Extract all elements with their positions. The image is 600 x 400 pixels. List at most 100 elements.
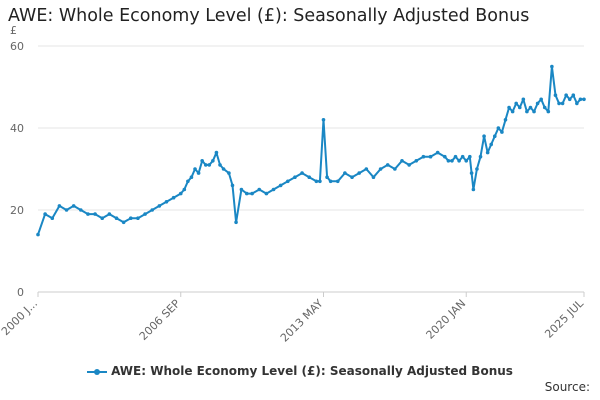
data-point [200, 159, 204, 163]
data-point [86, 212, 90, 216]
data-point [478, 154, 483, 159]
y-tick-label: 0 [17, 286, 24, 299]
data-point [286, 179, 290, 184]
x-axis: 2000 J... 2006 SEP 2013 MAY 2020 JAN 2025 JU… [0, 292, 587, 345]
data-point [239, 187, 244, 192]
data-point [450, 159, 454, 163]
data-point [421, 154, 426, 159]
y-tick-label: 20 [10, 204, 24, 217]
data-point [314, 179, 319, 184]
data-point [350, 175, 354, 179]
x-tick-label: 2025 JUL [542, 296, 586, 340]
data-point [514, 101, 518, 106]
data-point [278, 183, 283, 188]
data-point [496, 126, 501, 130]
data-point [517, 105, 522, 110]
y-tick-label: 40 [10, 122, 24, 135]
data-point [244, 191, 249, 196]
x-tick-label: 2013 MAY [278, 297, 326, 345]
data-point [532, 109, 536, 114]
data-point [196, 171, 201, 175]
data-point [203, 163, 208, 167]
data-point [43, 212, 47, 216]
y-axis: 0 20 40 60 £ [10, 24, 24, 299]
chart-title: AWE: Whole Economy Level (£): Seasonally… [8, 6, 530, 26]
data-point [100, 216, 105, 220]
data-point [307, 175, 312, 179]
data-point [318, 179, 322, 184]
data-point [211, 159, 215, 163]
data-point [79, 208, 83, 212]
data-point [492, 134, 497, 138]
x-tick-label: 2000 J... [0, 297, 40, 338]
data-point [164, 200, 169, 204]
data-point [471, 187, 476, 192]
data-point [157, 204, 162, 208]
y-tick-label: 60 [10, 40, 24, 53]
data-point [500, 130, 504, 134]
data-point [510, 109, 515, 114]
data-point [182, 187, 187, 192]
data-point [507, 105, 511, 110]
data-point [214, 150, 219, 155]
legend-swatch [87, 367, 108, 377]
data-point [482, 134, 486, 138]
data-point [378, 167, 383, 171]
data-point [234, 220, 238, 225]
data-point [521, 97, 526, 102]
data-point [546, 109, 551, 114]
data-point [578, 97, 583, 102]
data-point [300, 171, 304, 175]
data-point [250, 191, 254, 196]
data-point [503, 118, 508, 122]
data-point [553, 93, 558, 97]
data-point [271, 187, 276, 192]
data-point [150, 208, 154, 212]
legend-label: AWE: Whole Economy Level (£): Seasonally… [111, 364, 513, 378]
series-line [37, 65, 584, 235]
legend[interactable]: AWE: Whole Economy Level (£): Seasonally… [0, 364, 600, 378]
data-point [475, 167, 479, 171]
data-point [464, 159, 469, 163]
data-point [446, 159, 451, 163]
data-point [136, 216, 140, 220]
data-point [171, 195, 176, 200]
data-point [207, 163, 212, 167]
data-point [525, 109, 529, 114]
data-point [582, 97, 586, 102]
grid-lines [38, 45, 584, 293]
data-point [364, 167, 369, 171]
x-tick-label: 2006 SEP [137, 297, 183, 343]
data-point [227, 171, 231, 175]
data-point [428, 154, 433, 159]
data-point [50, 216, 55, 220]
data-point [560, 101, 565, 106]
data-point [71, 204, 76, 208]
data-point [468, 154, 472, 159]
data-point [128, 216, 133, 220]
x-tick-label: 2020 JAN [424, 297, 469, 342]
data-point [393, 167, 397, 171]
data-point [121, 220, 126, 225]
data-point [264, 191, 269, 196]
data-point [257, 187, 262, 192]
data-point [567, 97, 572, 102]
data-point [575, 101, 579, 106]
data-point [143, 212, 147, 216]
data-point [407, 163, 411, 167]
data-point [385, 163, 390, 167]
data-point [189, 175, 194, 179]
data-point [357, 171, 361, 175]
data-point [571, 93, 576, 97]
data-point [528, 105, 533, 110]
data-point [485, 150, 490, 155]
series-plot [36, 64, 586, 237]
data-point [371, 175, 376, 179]
data-point [230, 183, 235, 188]
data-point [469, 171, 474, 175]
data-point [460, 154, 465, 159]
data-point [343, 171, 347, 175]
data-point [186, 179, 190, 184]
data-point [435, 150, 440, 155]
